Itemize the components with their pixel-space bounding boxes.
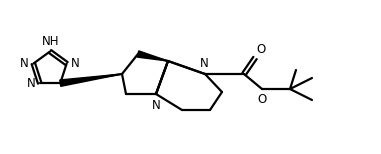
Text: NH: NH bbox=[42, 34, 60, 47]
Text: N: N bbox=[152, 99, 160, 112]
Text: N: N bbox=[26, 77, 35, 90]
Text: N: N bbox=[20, 57, 29, 70]
Text: N: N bbox=[71, 57, 80, 70]
Text: N: N bbox=[200, 57, 208, 70]
Polygon shape bbox=[60, 74, 122, 86]
Text: O: O bbox=[256, 43, 265, 56]
Polygon shape bbox=[137, 51, 168, 61]
Text: O: O bbox=[258, 93, 267, 106]
